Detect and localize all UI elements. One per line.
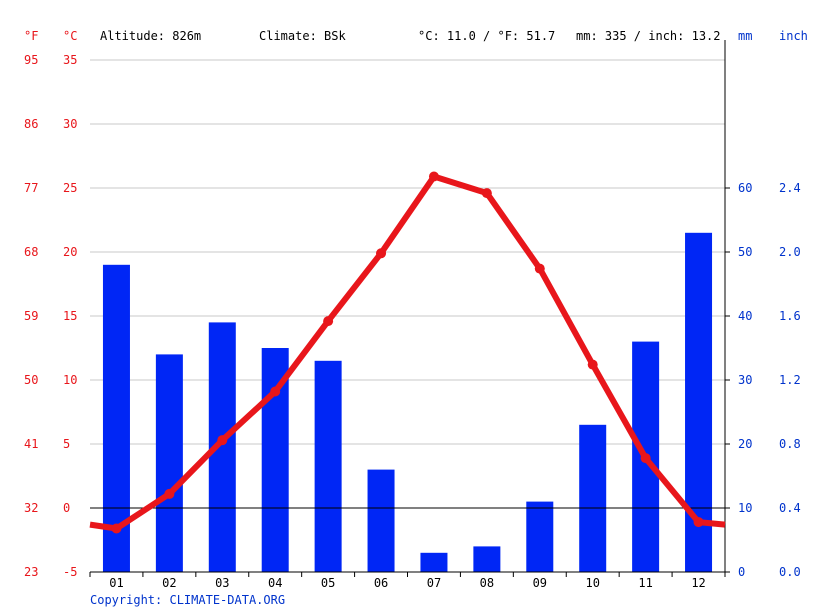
annual-precipitation-label: mm: 335 / inch: 13.2 [576,29,721,43]
unit-mm-label: mm [738,29,752,43]
axes [89,40,730,577]
y-tick-fahrenheit: 23 [24,565,38,579]
precipitation-bar [367,469,395,572]
temperature-line [89,171,726,534]
x-tick-label: 02 [162,576,176,590]
precipitation-bar [473,546,501,572]
climate-label: Climate: BSk [259,29,346,43]
precipitation-bar [579,424,607,572]
x-tick-label: 04 [268,576,282,590]
temperature-point [376,248,387,259]
x-tick-label: 05 [321,576,335,590]
average-temperature-label: °C: 11.0 / °F: 51.7 [418,29,555,43]
x-tick-label: 11 [638,576,652,590]
y-tick-celsius: -5 [63,565,77,579]
temperature-point [693,517,704,528]
y-tick-fahrenheit: 77 [24,181,38,195]
y-tick-mm: 20 [738,437,752,451]
y-tick-fahrenheit: 86 [24,117,38,131]
unit-celsius-label: °C [63,29,77,43]
y-tick-mm: 10 [738,501,752,515]
y-tick-mm: 0 [738,565,745,579]
temperature-point [111,523,122,534]
x-tick-label: 01 [109,576,123,590]
y-tick-fahrenheit: 41 [24,437,38,451]
y-tick-celsius: 15 [63,309,77,323]
y-tick-inch: 0.4 [779,501,801,515]
y-tick-fahrenheit: 68 [24,245,38,259]
y-tick-inch: 2.4 [779,181,801,195]
temperature-point [323,316,334,327]
precipitation-bar [526,501,554,572]
temperature-point [481,188,492,199]
temperature-point [587,359,598,370]
precipitation-bars [102,232,713,573]
y-tick-fahrenheit: 50 [24,373,38,387]
y-tick-celsius: 20 [63,245,77,259]
y-tick-celsius: 25 [63,181,77,195]
y-tick-fahrenheit: 59 [24,309,38,323]
gridlines [90,59,725,445]
y-tick-inch: 1.2 [779,373,801,387]
precipitation-bar [261,348,289,572]
temperature-point [640,453,651,464]
y-tick-celsius: 30 [63,117,77,131]
x-tick-label: 06 [374,576,388,590]
x-tick-label: 09 [533,576,547,590]
x-tick-label: 07 [427,576,441,590]
precipitation-bar [420,552,448,572]
y-tick-celsius: 5 [63,437,70,451]
temperature-line-path [89,173,726,532]
temperature-point [270,386,281,397]
x-tick-label: 12 [691,576,705,590]
unit-fahrenheit-label: °F [24,29,38,43]
y-tick-mm: 50 [738,245,752,259]
precipitation-bar [155,354,183,572]
y-tick-inch: 1.6 [779,309,801,323]
y-tick-fahrenheit: 32 [24,501,38,515]
temperature-point [217,435,228,446]
y-tick-inch: 2.0 [779,245,801,259]
unit-inch-label: inch [779,29,808,43]
copyright-label: Copyright: CLIMATE-DATA.ORG [90,593,285,607]
altitude-label: Altitude: 826m [100,29,201,43]
x-tick-label: 10 [585,576,599,590]
temperature-point [534,263,545,274]
y-tick-fahrenheit: 95 [24,53,38,67]
y-tick-inch: 0.8 [779,437,801,451]
temperature-point [164,488,175,499]
y-tick-mm: 30 [738,373,752,387]
temperature-point [428,171,439,182]
precipitation-bar [314,360,342,572]
y-tick-mm: 40 [738,309,752,323]
x-tick-label: 03 [215,576,229,590]
y-tick-celsius: 0 [63,501,70,515]
y-tick-inch: 0.0 [779,565,801,579]
y-tick-mm: 60 [738,181,752,195]
y-tick-celsius: 10 [63,373,77,387]
x-tick-label: 08 [480,576,494,590]
y-tick-celsius: 35 [63,53,77,67]
